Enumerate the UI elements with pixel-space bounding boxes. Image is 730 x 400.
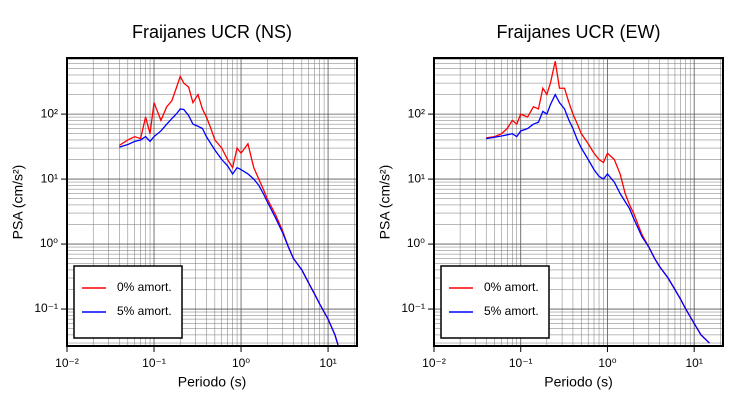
plot-frame	[433, 57, 724, 347]
chart-title: Fraijanes UCR (NS)	[132, 22, 292, 42]
x-tick-label: 10¹	[319, 356, 336, 370]
chart-title: Fraijanes UCR (EW)	[496, 22, 660, 42]
x-tick-label: 10⁰	[232, 356, 250, 370]
x-tick-label: 10⁻²	[55, 356, 79, 370]
legend-box	[73, 265, 183, 339]
data-line	[486, 93, 710, 344]
x-tick-label: 10⁰	[598, 356, 616, 370]
y-tick-label: 10²	[408, 106, 425, 120]
x-tick-label: 10¹	[685, 356, 702, 370]
plot-frame	[66, 57, 358, 347]
legend: 0% amort. 5% amort.	[440, 265, 550, 339]
legend: 0% amort. 5% amort.	[73, 265, 183, 339]
x-tick-label: 10⁻¹	[509, 356, 533, 370]
legend-label: 5% amort.	[484, 304, 539, 318]
y-tick-label: 10¹	[41, 171, 58, 185]
data-line	[119, 108, 339, 346]
chart: Fraijanes UCR (NS) 10⁻² 10⁻¹ 10⁰ 10¹ 10⁻¹ 10⁰ 1…	[10, 22, 358, 390]
x-tick-label: 10⁻²	[422, 356, 446, 370]
legend-label: 0% amort.	[484, 280, 539, 294]
y-axis-label: PSA (cm/s²)	[10, 165, 26, 240]
x-axis-label: Periodo (s)	[178, 374, 246, 390]
x-tick-label: 10⁻¹	[142, 356, 166, 370]
y-tick-label: 10⁻¹	[401, 301, 425, 315]
y-tick-label: 10¹	[408, 171, 425, 185]
y-axis-label: PSA (cm/s²)	[377, 165, 393, 240]
chart: Fraijanes UCR (EW) 10⁻² 10⁻¹ 10⁰ 10¹ 10⁻¹ 10⁰ 1…	[377, 22, 724, 390]
y-tick-label: 10⁰	[40, 236, 58, 250]
y-tick-label: 10⁻¹	[34, 301, 58, 315]
x-axis-label: Periodo (s)	[544, 374, 612, 390]
legend-label: 0% amort.	[117, 280, 172, 294]
y-tick-label: 10⁰	[407, 236, 425, 250]
legend-box	[440, 265, 550, 339]
y-tick-label: 10²	[41, 106, 58, 120]
legend-label: 5% amort.	[117, 304, 172, 318]
